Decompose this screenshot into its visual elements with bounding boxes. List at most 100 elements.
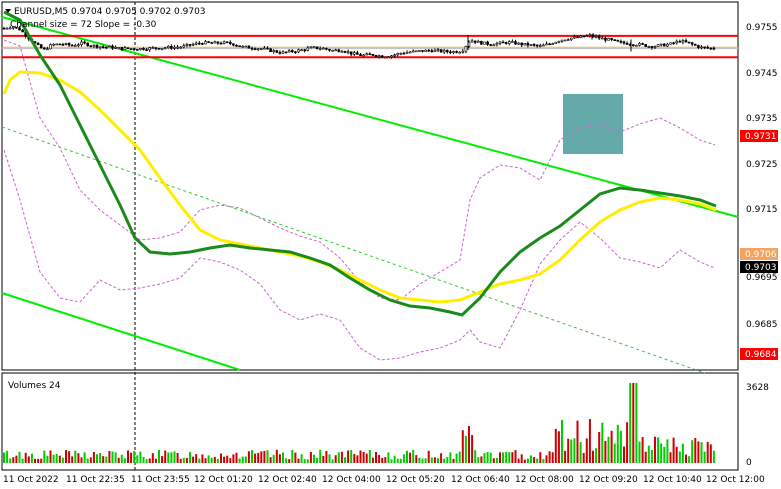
candle-body — [554, 41, 558, 44]
candle-body — [2, 27, 6, 30]
candle-body — [266, 47, 269, 50]
volume-bar — [173, 451, 176, 463]
volume-bar — [654, 436, 656, 463]
candle-body — [191, 43, 195, 46]
candle-body — [328, 48, 331, 51]
candle-body — [89, 45, 93, 48]
candle-body — [501, 41, 505, 44]
candle-body — [569, 37, 573, 40]
volume-bar — [368, 449, 371, 463]
candle-body — [700, 46, 703, 49]
support-tag: 0.9684 — [745, 350, 777, 360]
volume-bar — [201, 454, 204, 463]
candle-body — [433, 49, 437, 53]
volume-bar — [71, 456, 74, 463]
candle-body — [693, 43, 697, 46]
indicator-line: Channel size = 72 Slope = -0.30 — [10, 20, 157, 30]
candle-body — [604, 37, 607, 41]
volume-bar — [3, 452, 5, 463]
candle-body — [672, 42, 675, 45]
volume-bar — [356, 455, 359, 463]
volume-bar — [424, 458, 427, 463]
candle-body — [678, 40, 682, 43]
candle-body — [52, 43, 55, 46]
candle-body — [259, 48, 263, 50]
candle-body — [703, 46, 706, 49]
volume-bar — [570, 439, 573, 463]
volume-bar — [6, 450, 9, 463]
volume-bar — [610, 430, 613, 463]
volume-bar — [12, 457, 15, 463]
candle-body — [666, 43, 669, 47]
volume-bar — [275, 449, 278, 463]
volume-bar — [582, 452, 585, 463]
volume-bar — [117, 457, 120, 463]
volume-bar — [430, 457, 433, 463]
volume-bar — [52, 454, 55, 463]
volume-bar — [678, 451, 681, 463]
volume-bar — [396, 458, 399, 463]
candle-body — [517, 42, 520, 45]
candle-body — [15, 26, 18, 29]
volume-bar — [533, 457, 536, 463]
candle-body — [631, 44, 635, 46]
candle-body — [300, 49, 303, 52]
volume-bar — [43, 450, 46, 463]
volume-bar — [189, 452, 191, 463]
time-tick: 12 Oct 10:40 — [643, 475, 702, 485]
volume-bar — [260, 451, 263, 463]
candle-body — [151, 47, 155, 49]
candle-body — [659, 43, 663, 46]
candle-body — [312, 46, 316, 49]
volume-bar — [55, 453, 58, 463]
candle-body — [352, 52, 356, 55]
candle-body — [278, 52, 282, 54]
dropdown-arrow-icon[interactable] — [5, 9, 11, 13]
volume-bar — [294, 452, 297, 463]
volume-bar — [331, 459, 334, 463]
volume-bar — [49, 450, 52, 463]
candle-body — [39, 44, 43, 49]
candle-body — [563, 39, 567, 42]
candle-body — [476, 40, 480, 43]
volume-bar — [223, 456, 226, 463]
candle-body — [647, 46, 651, 48]
time-tick: 12 Oct 12:00 — [706, 475, 765, 485]
candle-body — [585, 35, 589, 37]
volume-bar — [464, 435, 467, 463]
candle-body — [105, 46, 108, 49]
candle-body — [142, 47, 145, 50]
candle-body — [520, 42, 524, 46]
candle-body — [331, 49, 334, 52]
candle-body — [167, 46, 170, 49]
candle-body — [371, 53, 375, 56]
volume-bar — [40, 458, 43, 463]
candle-body — [427, 49, 431, 52]
price-tags: 0.9731 0.9706 0.9703 0.9684 — [740, 130, 778, 360]
volume-bar — [427, 450, 430, 463]
volume-bar — [80, 457, 83, 463]
candle-body — [473, 40, 477, 43]
candle-body — [359, 54, 362, 56]
volume-bar — [269, 457, 272, 463]
volume-bar — [176, 452, 179, 463]
time-tick: 11 Oct 22:35 — [66, 475, 125, 485]
volume-bar — [158, 449, 160, 463]
candle-body — [108, 45, 111, 48]
volume-bar — [288, 459, 291, 463]
volume-bar — [198, 458, 201, 463]
volume-bar — [468, 426, 470, 463]
volume-bar — [46, 455, 49, 463]
candle-body — [170, 46, 173, 49]
volume-bar — [660, 443, 663, 463]
volume-bar — [635, 383, 638, 463]
volume-bar — [703, 451, 706, 463]
volume-bar — [613, 443, 616, 463]
candle-body — [445, 50, 449, 53]
candle-body — [157, 48, 161, 50]
time-tick: 12 Oct 09:20 — [579, 475, 638, 485]
volume-bar — [502, 452, 505, 463]
time-axis: 11 Oct 2022 11 Oct 22:35 11 Oct 23:55 12… — [3, 475, 765, 485]
volume-bar — [136, 455, 139, 463]
